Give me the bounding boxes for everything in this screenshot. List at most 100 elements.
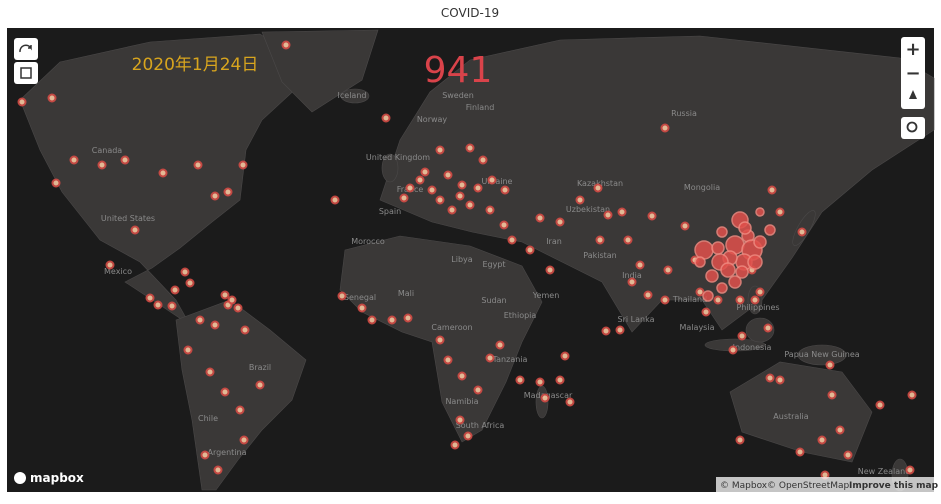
case-marker bbox=[535, 213, 545, 223]
case-marker bbox=[680, 221, 690, 231]
case-marker bbox=[623, 235, 633, 245]
attribution: mapbox © Mapbox © OpenStreetMap Improve … bbox=[14, 471, 939, 492]
case-marker bbox=[627, 277, 637, 287]
country-label: Argentina bbox=[207, 448, 246, 457]
case-marker bbox=[97, 160, 107, 170]
case-marker bbox=[495, 340, 505, 350]
case-cluster bbox=[702, 290, 714, 302]
select-icon bbox=[20, 67, 32, 79]
case-marker bbox=[105, 260, 115, 270]
case-marker bbox=[825, 360, 835, 370]
case-marker bbox=[235, 405, 245, 415]
case-marker bbox=[167, 301, 177, 311]
case-cluster bbox=[720, 262, 736, 278]
case-marker bbox=[170, 285, 180, 295]
case-marker bbox=[617, 207, 627, 217]
case-marker bbox=[555, 217, 565, 227]
zoom-in[interactable]: + bbox=[905, 39, 920, 60]
case-cluster bbox=[755, 207, 765, 217]
case-marker bbox=[595, 235, 605, 245]
case-marker bbox=[545, 265, 555, 275]
case-marker bbox=[540, 393, 550, 403]
country-label: Brazil bbox=[249, 363, 271, 372]
case-marker bbox=[463, 431, 473, 441]
case-cluster bbox=[753, 235, 767, 249]
case-marker bbox=[827, 390, 837, 400]
country-label: Egypt bbox=[482, 260, 505, 269]
case-marker bbox=[387, 315, 397, 325]
country-label: Ukraine bbox=[482, 177, 513, 186]
case-marker bbox=[403, 313, 413, 323]
case-cluster bbox=[764, 224, 776, 236]
case-cluster bbox=[738, 221, 752, 235]
case-marker bbox=[507, 235, 517, 245]
case-marker bbox=[17, 97, 27, 107]
case-marker bbox=[500, 185, 510, 195]
zoom-out[interactable]: − bbox=[905, 63, 920, 84]
case-marker bbox=[153, 300, 163, 310]
case-marker bbox=[183, 345, 193, 355]
case-marker bbox=[575, 195, 585, 205]
case-cluster bbox=[694, 240, 714, 260]
case-marker bbox=[443, 355, 453, 365]
country-label: Mexico bbox=[104, 267, 132, 276]
case-cluster bbox=[705, 269, 719, 283]
left-controls bbox=[14, 38, 38, 84]
case-marker bbox=[195, 315, 205, 325]
country-label: New Zealand bbox=[858, 467, 911, 476]
country-label: Yemen bbox=[532, 291, 560, 300]
attribution-bar bbox=[716, 477, 934, 492]
right-controls: + − bbox=[901, 37, 925, 139]
case-marker bbox=[213, 465, 223, 475]
date: 2020年1月24日 bbox=[132, 55, 259, 75]
compass[interactable] bbox=[909, 90, 917, 99]
case-marker bbox=[737, 331, 747, 341]
case-marker bbox=[180, 267, 190, 277]
case-marker bbox=[227, 295, 237, 305]
osm-credit[interactable]: © OpenStreetMap bbox=[767, 481, 850, 491]
select-button[interactable] bbox=[14, 62, 38, 84]
case-marker bbox=[660, 295, 670, 305]
case-marker bbox=[555, 375, 565, 385]
case-marker bbox=[797, 227, 807, 237]
case-cluster bbox=[735, 265, 749, 279]
case-marker bbox=[615, 325, 625, 335]
mapbox-credit[interactable]: © Mapbox bbox=[720, 481, 768, 491]
case-marker bbox=[447, 205, 457, 215]
case-marker bbox=[478, 155, 488, 165]
country-label: United Kingdom bbox=[366, 153, 430, 162]
case-marker bbox=[515, 375, 525, 385]
case-marker bbox=[443, 170, 453, 180]
country-label: Iceland bbox=[338, 91, 367, 100]
country-label: India bbox=[622, 271, 642, 280]
case-marker bbox=[193, 160, 203, 170]
case-marker bbox=[565, 397, 575, 407]
case-marker bbox=[735, 295, 745, 305]
improve-map[interactable]: Improve this map bbox=[849, 481, 939, 491]
case-marker bbox=[367, 315, 377, 325]
case-marker bbox=[120, 155, 130, 165]
case-marker bbox=[660, 123, 670, 133]
case-marker bbox=[635, 260, 645, 270]
country-label: Chile bbox=[198, 414, 218, 423]
case-marker bbox=[220, 387, 230, 397]
case-marker bbox=[755, 287, 765, 297]
title: COVID-19 bbox=[441, 6, 499, 20]
case-marker bbox=[210, 320, 220, 330]
case-marker bbox=[750, 295, 760, 305]
country-label: Kazakhstan bbox=[577, 179, 623, 188]
case-marker bbox=[239, 435, 249, 445]
search-button[interactable] bbox=[901, 117, 925, 139]
country-label: Thailand bbox=[672, 295, 707, 304]
country-label: Mongolia bbox=[684, 183, 720, 192]
case-marker bbox=[337, 291, 347, 301]
country-label: Pakistan bbox=[583, 251, 617, 260]
case-marker bbox=[415, 175, 425, 185]
country-label: Philippines bbox=[736, 303, 779, 312]
case-marker bbox=[601, 326, 611, 336]
case-marker bbox=[473, 385, 483, 395]
case-marker bbox=[835, 425, 845, 435]
country-label: Norway bbox=[417, 115, 448, 124]
rotate-button[interactable] bbox=[14, 38, 38, 60]
case-cluster bbox=[716, 226, 728, 238]
